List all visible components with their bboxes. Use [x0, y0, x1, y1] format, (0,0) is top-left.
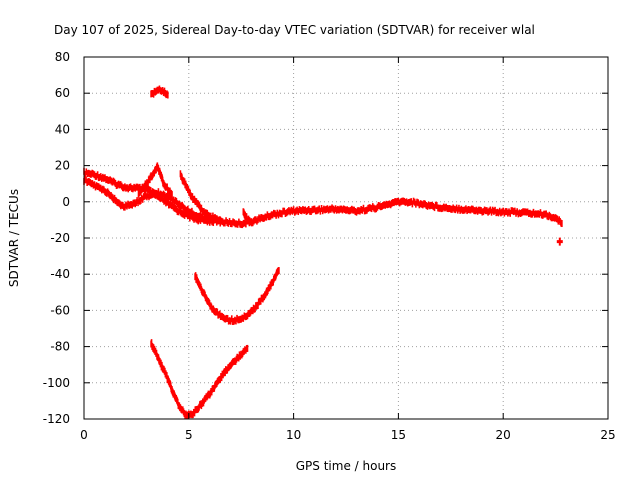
y-axis-label: SDTVAR / TECUs: [7, 189, 21, 287]
x-tick-label: 5: [185, 428, 193, 442]
x-axis: 0 5 10 15 20 25: [80, 57, 616, 442]
x-tick-label: 25: [600, 428, 615, 442]
series-deep-u: [150, 339, 249, 419]
x-tick-label: 10: [286, 428, 301, 442]
y-tick-label: -20: [50, 231, 70, 245]
chart-title: Day 107 of 2025, Sidereal Day-to-day VTE…: [54, 23, 535, 37]
y-tick-label: -100: [43, 376, 70, 390]
series-step-segment: [242, 208, 253, 226]
series-mid-u: [194, 267, 280, 326]
series-upper-arc: [137, 162, 173, 199]
y-tick-label: -40: [50, 267, 70, 281]
grid: [84, 57, 608, 419]
y-tick-label: -60: [50, 303, 70, 317]
x-tick-label: 0: [80, 428, 88, 442]
plot-series: [83, 85, 563, 419]
y-tick-label: 60: [55, 86, 70, 100]
y-tick-label: 0: [62, 195, 70, 209]
y-axis: -120 -100 -80 -60 -40 -20 0 20 40 60 80: [43, 50, 608, 426]
y-tick-label: -80: [50, 340, 70, 354]
y-tick-label: 20: [55, 159, 70, 173]
x-tick-label: 15: [391, 428, 406, 442]
y-tick-label: 40: [55, 122, 70, 136]
y-tick-label: -120: [43, 412, 70, 426]
series-top-cluster: [150, 85, 169, 99]
series-isolated-point: [556, 237, 563, 246]
series-drop-arc: [179, 170, 222, 225]
y-tick-label: 80: [55, 50, 70, 64]
x-axis-label: GPS time / hours: [296, 459, 397, 473]
x-tick-label: 20: [496, 428, 511, 442]
